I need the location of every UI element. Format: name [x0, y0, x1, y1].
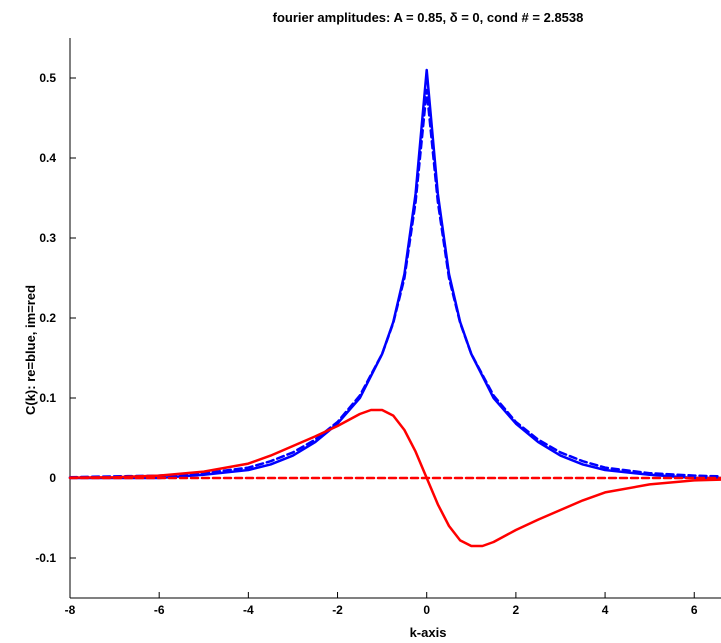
series-line-blue-solid [68, 68, 721, 480]
x-tick-label: -2 [332, 603, 343, 617]
x-tick-label: -6 [154, 603, 165, 617]
y-tick-label: 0.1 [39, 391, 56, 405]
y-tick-label: 0.5 [39, 71, 56, 85]
series-line-blue-dashed [68, 88, 721, 479]
y-tick-label: 0.4 [39, 151, 56, 165]
y-axis-label: C(k): re=blue, im=red [23, 285, 38, 415]
x-tick-label: -4 [243, 603, 254, 617]
chart-title: fourier amplitudes: A = 0.85, δ = 0, con… [273, 10, 584, 25]
y-tick-label: -0.1 [35, 551, 56, 565]
series-line-red-solid [68, 408, 721, 548]
x-tick-label: 6 [691, 603, 698, 617]
x-tick-label: 0 [423, 603, 430, 617]
x-tick-label: 4 [602, 603, 609, 617]
y-tick-label: 0 [49, 471, 56, 485]
y-tick-label: 0.2 [39, 311, 56, 325]
x-tick-label: -8 [65, 603, 76, 617]
y-tick-label: 0.3 [39, 231, 56, 245]
plot-area [68, 68, 721, 548]
x-axis-label: k-axis [410, 625, 447, 640]
x-tick-label: 2 [513, 603, 520, 617]
axes: -8 -6 -4 -2 0 2 4 6 -0.1 0 0.1 0.2 0.3 0.4 0.5 [35, 38, 721, 617]
